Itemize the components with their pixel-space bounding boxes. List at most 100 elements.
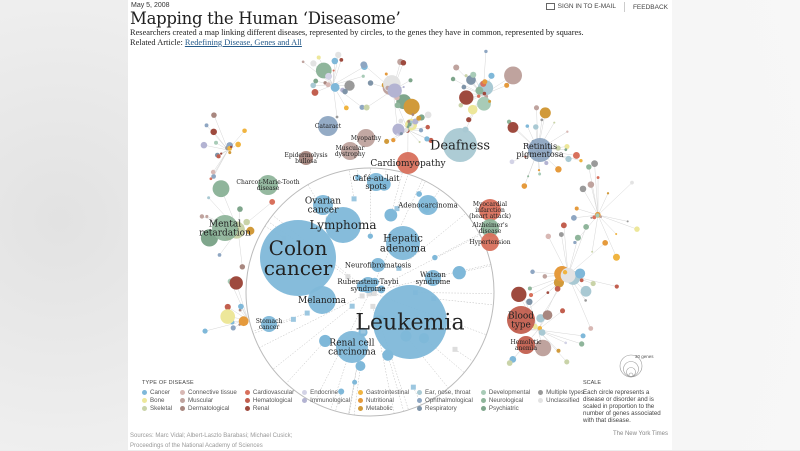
disease-node — [425, 125, 429, 129]
legend-swatch — [180, 398, 185, 403]
gene-square — [305, 311, 310, 316]
legend-label: Cancer — [150, 389, 170, 396]
disease-node — [534, 105, 539, 110]
disease-node — [564, 148, 567, 151]
network-edge — [598, 193, 608, 215]
sources: Sources: Marc Vidal; Albert-Laszlo Barab… — [130, 431, 292, 451]
legend-item-neurological: Neurological — [481, 397, 530, 404]
disease-node — [200, 214, 204, 218]
disease-node — [213, 180, 230, 197]
disease-node — [205, 123, 209, 127]
disease-node — [630, 181, 634, 185]
legend-item-gastrointestinal: Gastrointestinal — [358, 389, 409, 396]
gene-square — [370, 304, 375, 309]
disease-node — [231, 325, 236, 330]
legend-label: Metabolic — [366, 405, 392, 412]
network-edge — [538, 289, 558, 330]
disease-node — [225, 304, 231, 310]
disease-node — [360, 61, 367, 68]
disease-node — [326, 82, 331, 87]
disease-node — [344, 106, 349, 111]
legend-label: Immunological — [310, 397, 350, 404]
disease-node — [408, 122, 412, 126]
disease-label: cancer — [264, 256, 333, 280]
disease-node — [529, 293, 533, 297]
gene-square — [350, 304, 355, 309]
disease-node — [313, 79, 318, 84]
disease-node — [211, 170, 216, 175]
disease-node — [595, 213, 599, 217]
disease-node — [355, 361, 365, 371]
legend-swatch — [417, 390, 422, 395]
legend-label: Connective tissue — [188, 389, 237, 396]
disease-node — [583, 224, 589, 230]
disease-label: disease — [257, 185, 280, 192]
legend-item-ent: Ear, nose, throat — [417, 389, 473, 396]
disease-node — [364, 105, 370, 111]
disease-node — [544, 161, 548, 165]
disease-node — [581, 286, 592, 297]
disease-label: cancer — [259, 324, 280, 331]
disease-node — [459, 103, 463, 107]
disease-node — [334, 83, 338, 87]
gene-square — [452, 347, 457, 352]
disease-node — [419, 141, 421, 143]
disease-node — [228, 151, 231, 154]
disease-node — [207, 196, 210, 199]
credit: The New York Times — [613, 431, 668, 437]
disease-node — [336, 116, 339, 119]
disease-label: Melanoma — [298, 296, 347, 306]
disease-node — [528, 286, 532, 290]
legend-swatch — [417, 398, 422, 403]
disease-node — [238, 304, 244, 310]
legend-label: Respiratory — [425, 405, 457, 412]
network-edge — [598, 215, 616, 257]
legend-swatch — [142, 398, 147, 403]
legend-swatch — [302, 390, 307, 395]
network-edge — [598, 215, 637, 229]
legend-item-cancer: Cancer — [142, 389, 172, 396]
legend-item-unclassified: Unclassified — [538, 397, 584, 404]
legend-title: TYPE OF DISEASE — [142, 380, 584, 386]
disease-node — [575, 268, 585, 278]
legend-item-nutritional: Nutritional — [358, 397, 409, 404]
disease-node — [538, 169, 540, 171]
legend-swatch — [142, 390, 147, 395]
disease-node — [483, 92, 487, 96]
disease-node — [564, 359, 569, 364]
disease-node — [404, 128, 408, 132]
network-edge — [568, 243, 605, 275]
disease-node — [563, 270, 567, 274]
disease-node — [575, 207, 579, 211]
legend-swatch — [538, 398, 543, 403]
disease-node — [368, 233, 373, 238]
disease-node — [403, 86, 405, 88]
disease-node — [573, 152, 580, 159]
scale-description: Each circle represents a disease or diso… — [583, 389, 667, 424]
legend-swatch — [358, 398, 363, 403]
disease-node — [237, 206, 243, 212]
disease-node — [230, 146, 232, 148]
disease-node — [540, 107, 551, 118]
disease-node — [555, 286, 561, 292]
disease-node — [210, 129, 217, 136]
legend-label: Endocrine — [310, 389, 338, 396]
legend-item-respiratory: Respiratory — [417, 405, 473, 412]
legend-label: Skeletal — [150, 405, 172, 412]
network-edge — [408, 130, 420, 142]
disease-label: Deafness — [430, 139, 490, 154]
disease-node — [555, 166, 561, 172]
legend-swatch — [245, 398, 250, 403]
legend-swatch — [245, 390, 250, 395]
disease-label: retardation — [199, 229, 251, 239]
disease-node — [590, 217, 592, 219]
disease-node — [398, 119, 403, 124]
disease-node — [217, 154, 221, 158]
disease-node — [202, 329, 207, 334]
scale-title: SCALE — [583, 380, 667, 386]
disease-node — [401, 60, 407, 66]
disease-node — [211, 112, 217, 118]
legend-label: Multiple types — [546, 389, 584, 396]
disease-label: Adenocarcinoma — [397, 201, 458, 209]
